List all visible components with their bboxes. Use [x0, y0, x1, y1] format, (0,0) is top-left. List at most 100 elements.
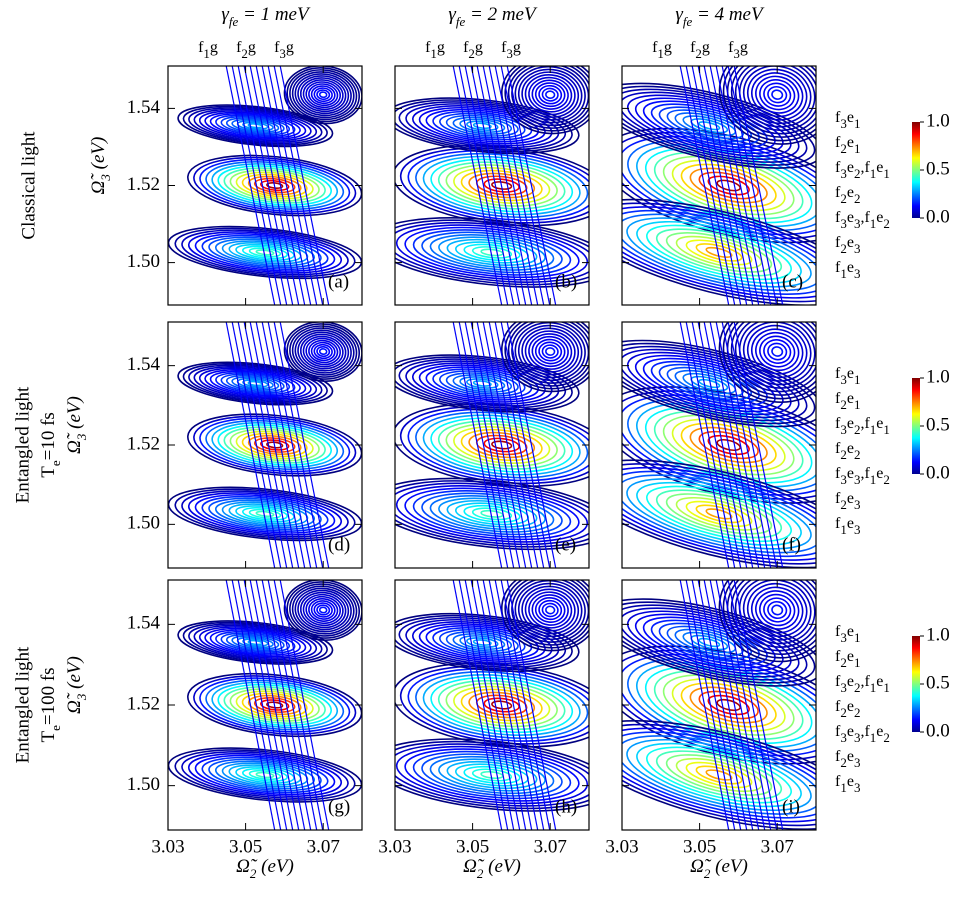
contour-line [220, 373, 291, 394]
state-label-part: 1 [840, 522, 847, 537]
contour-line [313, 87, 333, 103]
state-label-part: e [847, 773, 854, 790]
contour-line [742, 66, 812, 125]
contour-line [308, 598, 339, 622]
contour-line [253, 697, 296, 713]
contour-line [231, 322, 282, 568]
state-label-part: e [847, 209, 854, 226]
contour-line [504, 322, 589, 390]
state-label-part: f [835, 184, 841, 201]
contour-line [622, 470, 816, 558]
contour-line [500, 66, 589, 135]
contour-line [243, 322, 294, 568]
contour-line [299, 333, 347, 370]
contour-line [452, 116, 513, 135]
contour-line [679, 580, 730, 830]
contour-line [318, 606, 328, 614]
contour-line [205, 161, 345, 210]
state-label-part: e [876, 673, 883, 690]
contour-line [214, 499, 316, 529]
state-label-part: 2 [840, 141, 847, 156]
y-tick-label: 1.52 [127, 693, 160, 714]
contour-line [255, 66, 306, 305]
contour-line [722, 322, 816, 400]
contour-line [249, 66, 300, 305]
contour-line [622, 339, 816, 428]
contour-line [771, 346, 784, 357]
contour-line [468, 431, 536, 459]
contour-line [767, 342, 788, 361]
peak-label-part: g [664, 39, 672, 56]
contour-line [705, 246, 733, 258]
state-label-part: f [835, 748, 841, 765]
contours [168, 580, 362, 830]
contour-line [680, 422, 777, 468]
state-label-part: e [847, 673, 854, 690]
peak-label-part: g [437, 39, 445, 56]
contour-line [476, 66, 527, 305]
contour-line [199, 417, 351, 473]
contour-line [746, 324, 808, 379]
colorbar-tick-label: 0.0 [926, 720, 950, 741]
row-sublabel-part: e [48, 725, 63, 731]
state-label-part: f [835, 698, 841, 715]
peak-label-part: f [690, 39, 696, 56]
state-label: f3e2,f1e1 [835, 673, 890, 696]
state-label-part: e [847, 440, 854, 457]
contour-line [458, 580, 509, 830]
contour-line [318, 91, 328, 99]
state-label-part: e [847, 415, 854, 432]
peak-label-part: g [702, 39, 710, 56]
contour-line [709, 322, 760, 568]
contour-line [177, 361, 334, 406]
contour-line [291, 327, 355, 376]
contour-line [395, 477, 589, 551]
contour-line [404, 487, 580, 541]
state-label-part: ,f [860, 159, 870, 176]
contour-line [468, 691, 536, 719]
state-label-part: 3 [840, 630, 847, 645]
contour-line [733, 580, 784, 830]
contour-line [730, 580, 816, 652]
contour-line [721, 322, 772, 568]
contours [622, 66, 816, 305]
contour-line [231, 635, 280, 650]
column-title-part: fe [683, 14, 693, 29]
contour-line [695, 504, 743, 524]
contour-line [541, 344, 559, 359]
contour-line [541, 602, 559, 618]
contour-line [674, 369, 745, 398]
contour-line [205, 419, 345, 471]
contour-line [255, 322, 306, 568]
contour-line [452, 374, 513, 393]
state-label-part: 1 [870, 730, 877, 745]
state-label-part: 2 [854, 166, 861, 181]
contour-line [181, 490, 349, 538]
contour-line [237, 580, 288, 830]
state-label: f3e3,f1e2 [835, 465, 890, 488]
y-axis-label-part: (eV) [64, 396, 85, 433]
contour-line [665, 493, 773, 535]
contour-line [225, 322, 276, 568]
peak-label-part: 1 [203, 46, 210, 61]
contour-line [679, 322, 730, 568]
panel-label: (d) [328, 534, 350, 555]
contour-line [763, 82, 792, 107]
contour-line [395, 219, 589, 286]
contour-line [622, 731, 816, 819]
contour-line [685, 580, 736, 830]
y-axis-label-part: 3 [74, 693, 89, 701]
state-label-part: e [847, 465, 854, 482]
contour-line [695, 765, 743, 785]
contour-line [437, 679, 566, 731]
contour-line [430, 158, 574, 213]
state-label: f2e3 [835, 234, 860, 257]
contour-line [215, 371, 296, 396]
contour-line [622, 598, 816, 687]
state-label: f3e2,f1e1 [835, 159, 890, 182]
state-label-part: 2 [854, 191, 861, 206]
state-label-part: e [847, 623, 854, 640]
contour-line [215, 114, 296, 138]
colorbar-tick-label: 0.0 [926, 206, 950, 227]
state-label-part: e [876, 209, 883, 226]
